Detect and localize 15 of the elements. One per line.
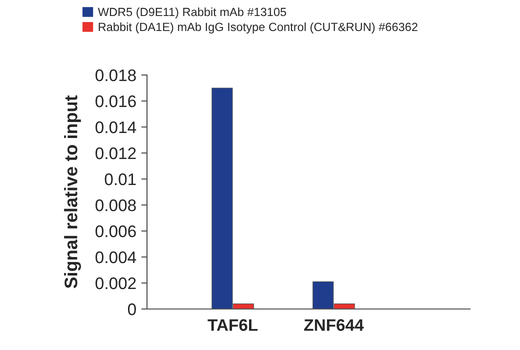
x-tick-label: TAF6L [208,319,258,331]
y-tick-label: 0.016 [96,95,136,108]
y-tick-label: 0 [128,303,136,316]
y-tick-label: 0.006 [96,225,136,238]
y-tick-label: 0.014 [96,121,136,134]
y-tick-label: 0.002 [96,277,136,290]
y-tick-label: 0.018 [96,69,136,82]
y-tick-label: 0.01 [104,173,136,186]
y-tick-label: 0.012 [96,147,136,160]
y-tick-label: 0.004 [96,251,136,264]
legend-label: Rabbit (DA1E) mAb IgG Isotype Control (CUT&RUN) #66362 [98,22,418,34]
y-tick-label: 0.008 [96,199,136,212]
legend-label: WDR5 (D9E11) Rabbit mAb #13105 [98,8,286,18]
y-axis-title: Signal relative to input [64,95,81,288]
x-tick-label: ZNF644 [304,319,364,331]
